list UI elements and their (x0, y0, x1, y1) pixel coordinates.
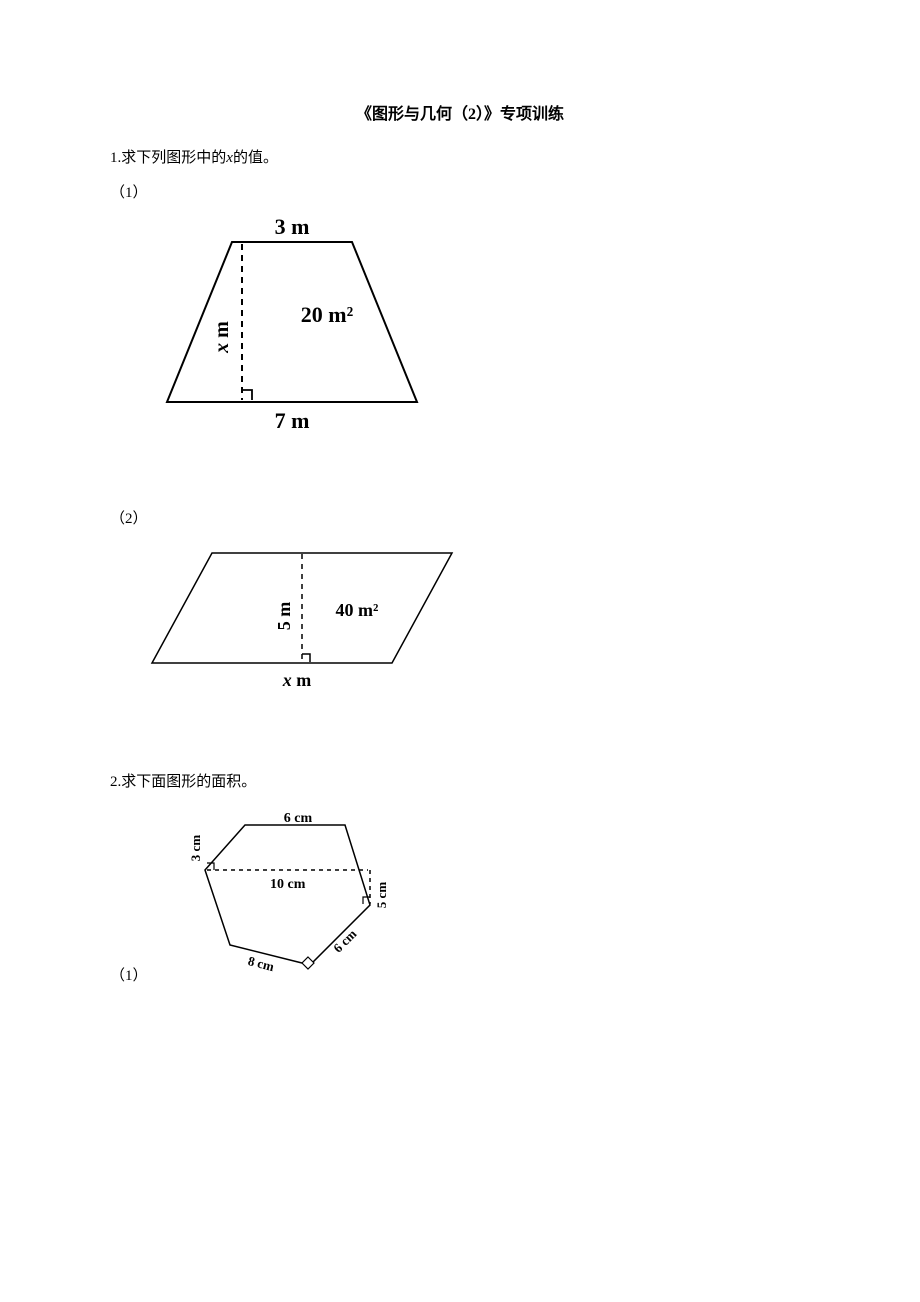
svg-text:6 cm: 6 cm (283, 811, 312, 826)
svg-text:40 m²: 40 m² (336, 600, 379, 620)
svg-text:8 cm: 8 cm (246, 953, 275, 974)
problem-2-stem: 2.求下面图形的面积。 (110, 768, 810, 797)
problem-1-2-label: （2） (110, 507, 810, 528)
svg-text:3 m: 3 m (275, 214, 310, 239)
page-title: 《图形与几何（2）》专项训练 (110, 100, 810, 124)
svg-text:6 cm: 6 cm (330, 926, 359, 955)
problem-1-var: x (226, 150, 233, 166)
svg-text:20 m²: 20 m² (301, 302, 354, 327)
problem-1-suffix: 的值。 (233, 150, 278, 166)
problem-1-stem: 1.求下列图形中的x的值。 (110, 144, 810, 173)
figure-2-1: 6 cm 3 cm 10 cm 5 cm 8 cm 6 cm (170, 810, 410, 985)
svg-text:3 cm: 3 cm (188, 835, 203, 862)
problem-1-1-label: （1） (110, 181, 810, 202)
figure-1-2: 5 m 40 m² x m (132, 538, 810, 708)
figure-1-1: 3 m 7 m x m 20 m² (132, 212, 810, 447)
svg-text:7 m: 7 m (275, 408, 310, 433)
svg-text:10 cm: 10 cm (270, 877, 306, 892)
svg-text:x m: x m (282, 670, 312, 690)
problem-1-prefix: 1.求下列图形中的 (110, 150, 226, 166)
svg-text:5 cm: 5 cm (374, 882, 389, 909)
svg-text:x m: x m (211, 320, 233, 353)
problem-2-1-label: （1） (110, 964, 148, 985)
svg-text:5 m: 5 m (274, 601, 294, 630)
